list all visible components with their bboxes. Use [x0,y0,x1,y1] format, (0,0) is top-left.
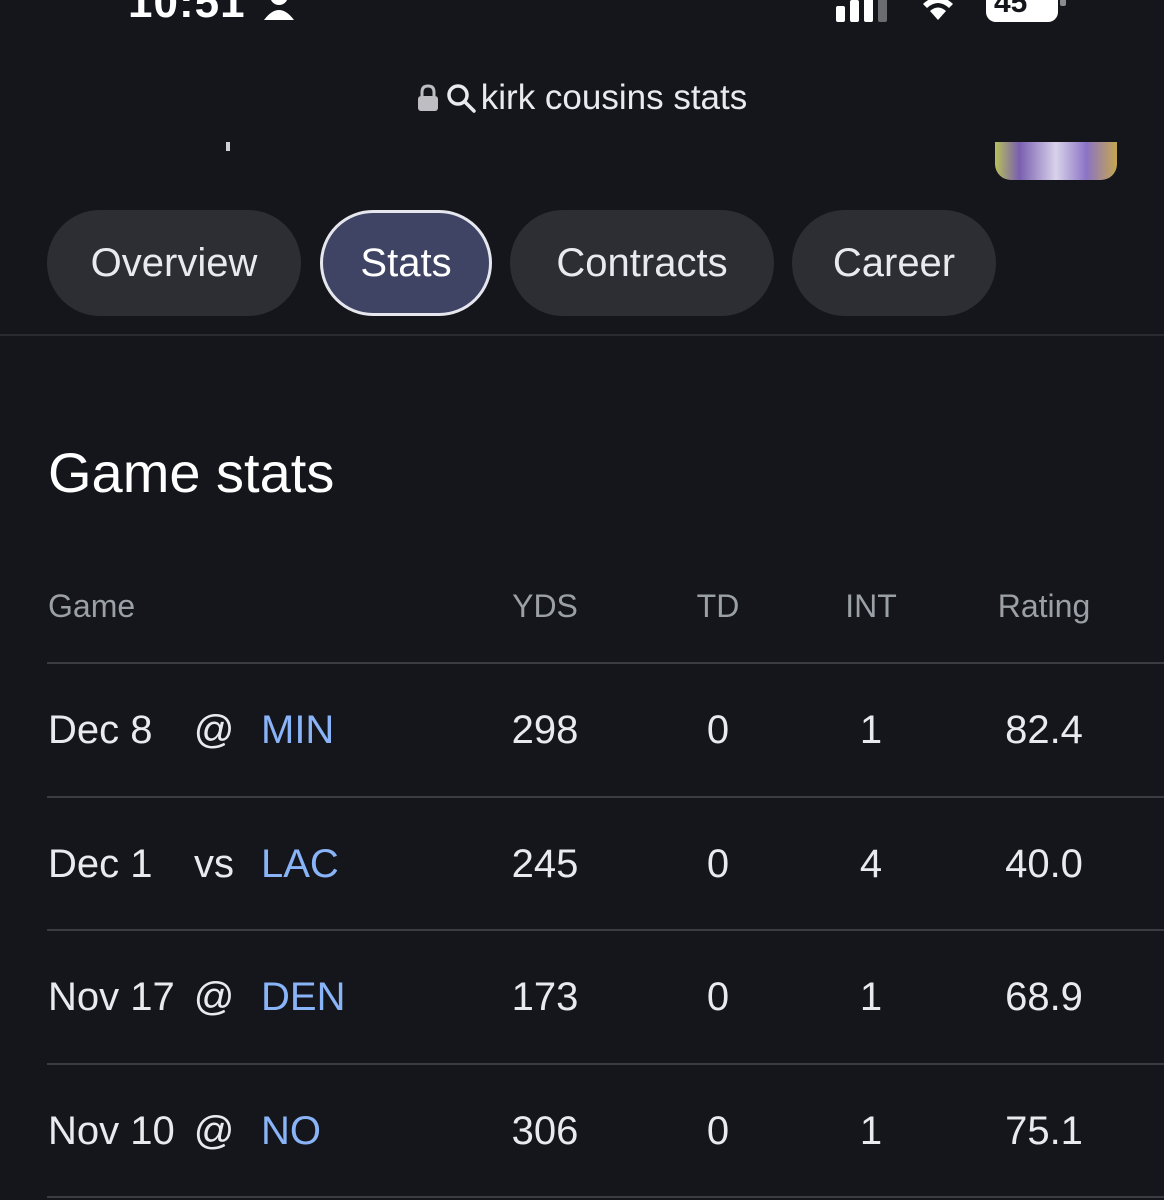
row-divider [47,1196,1164,1198]
scroll-remnant [226,142,230,151]
status-bar: 10:51 45 [0,0,1164,30]
rating-value: 75.1 [1005,1109,1083,1153]
rating-value: 40.0 [1005,842,1083,886]
opponent-link[interactable]: LAC [261,842,339,886]
tab-label: Contracts [556,240,728,285]
table-row[interactable]: Dec 1 vs LAC 245 0 4 40.0 [0,842,1164,902]
table-row[interactable]: Nov 17 @ DEN 173 0 1 68.9 [0,975,1164,1035]
td-value: 0 [706,975,730,1019]
url-bar[interactable]: kirk cousins stats [0,74,1164,122]
opponent-link[interactable]: DEN [261,975,346,1019]
wifi-icon [923,0,953,20]
tab-label: Career [832,240,956,285]
table-row[interactable]: Nov 10 @ NO 306 0 1 75.1 [0,1109,1164,1169]
rating-value: 68.9 [1005,975,1083,1019]
td-value: 0 [706,842,730,886]
section-title: Game stats [48,441,335,504]
opponent-link[interactable]: NO [261,1109,321,1153]
tab-divider [0,334,1164,336]
game-location: @ [193,975,235,1019]
yds-value: 298 [511,708,579,752]
int-value: 4 [859,842,883,886]
td-value: 0 [706,708,730,752]
column-header-rating: Rating [997,588,1091,624]
table-row[interactable]: Dec 8 @ MIN 298 0 1 82.4 [0,708,1164,768]
url-query: kirk cousins stats [480,78,748,117]
game-date: Dec 1 [48,842,153,886]
column-header-int: INT [845,588,897,624]
opponent-link[interactable]: MIN [261,708,335,752]
game-date: Nov 10 [48,1109,175,1153]
yds-value: 173 [511,975,579,1019]
yds-value: 306 [511,1109,579,1153]
column-header-game: Game [48,588,136,624]
row-divider [47,929,1164,931]
row-divider [47,796,1164,798]
rating-value: 82.4 [1005,708,1083,752]
row-divider [47,1063,1164,1065]
search-icon [447,84,476,113]
player-thumbnail[interactable] [995,142,1117,180]
row-divider [47,662,1164,664]
battery-level: 45 [994,0,1028,19]
table-header: Game YDS TD INT Rating [0,588,1164,632]
lock-icon [417,84,438,111]
tab-overview[interactable]: Overview [47,210,301,316]
game-location: vs [194,842,234,886]
signal-icon [836,0,887,22]
tab-label: Overview [90,240,258,285]
column-header-td: TD [696,588,740,624]
game-location: @ [193,708,235,752]
tab-stats[interactable]: Stats [320,210,492,316]
tab-label: Stats [360,240,452,285]
int-value: 1 [859,708,883,752]
int-value: 1 [859,975,883,1019]
yds-value: 245 [511,842,579,886]
tab-career[interactable]: Career [792,210,996,316]
status-time: 10:51 [128,0,246,27]
int-value: 1 [859,1109,883,1153]
tab-contracts[interactable]: Contracts [510,210,774,316]
battery-icon [986,0,1066,22]
td-value: 0 [706,1109,730,1153]
game-location: @ [193,1109,235,1153]
column-header-yds: YDS [512,588,578,624]
person-icon [264,0,294,20]
game-date: Dec 8 [48,708,153,752]
game-date: Nov 17 [48,975,175,1019]
